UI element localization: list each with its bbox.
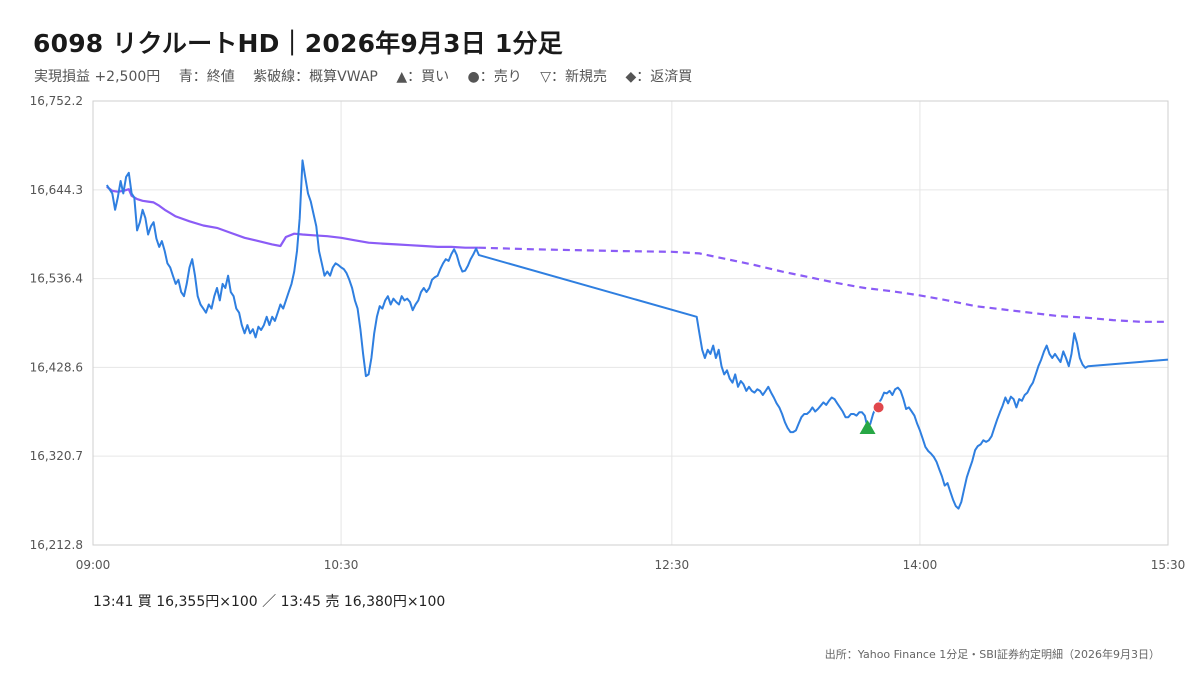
legend-close: 青：終値 bbox=[178, 69, 235, 85]
legend-sell: ●：売り bbox=[467, 69, 522, 85]
grid-lines bbox=[93, 101, 1168, 545]
marker-group bbox=[859, 401, 885, 434]
y-tick-label: 16,536.4 bbox=[30, 272, 83, 286]
y-tick-label: 16,428.6 bbox=[30, 360, 83, 374]
y-tick-label: 16,212.8 bbox=[30, 538, 83, 552]
y-axis: 16,212.8 16,320.7 16,428.6 16,536.4 16,644.3… bbox=[30, 94, 83, 552]
x-axis: 09:00 10:30 12:30 14:00 15:30 bbox=[76, 558, 1186, 572]
legend-buy: ▲：買い bbox=[396, 69, 450, 85]
legend-cover-buy: ◆：返済買 bbox=[625, 69, 693, 85]
legend-pnl: 実現損益 +2,500円 bbox=[34, 69, 161, 85]
y-tick-label: 16,752.2 bbox=[30, 94, 83, 108]
x-tick-label: 09:00 bbox=[76, 558, 111, 572]
chart-legend: 実現損益 +2,500円 青：終値 紫破線：概算VWAP ▲：買い ●：売り ▽… bbox=[34, 66, 706, 86]
vwap-line-dashed bbox=[478, 246, 1168, 323]
series-group bbox=[105, 159, 1169, 510]
legend-vwap: 紫破線：概算VWAP bbox=[253, 69, 378, 85]
chart-title: 6098 リクルートHD｜2026年9月3日 1分足 bbox=[33, 29, 563, 58]
x-tick-label: 12:30 bbox=[655, 558, 690, 572]
trade-summary: 13:41 買 16,355円×100 ／ 13:45 売 16,380円×10… bbox=[93, 594, 446, 610]
vwap-line-solid bbox=[106, 185, 479, 249]
x-tick-label: 10:30 bbox=[324, 558, 359, 572]
buy-marker bbox=[859, 419, 876, 434]
plot-frame bbox=[92, 100, 1169, 546]
sell-marker bbox=[872, 401, 885, 414]
legend-new-short: ▽：新規売 bbox=[540, 69, 607, 85]
x-tick-label: 14:00 bbox=[903, 558, 938, 572]
close-price-line bbox=[105, 159, 1169, 510]
y-tick-label: 16,644.3 bbox=[30, 183, 83, 197]
source-note: 出所：Yahoo Finance 1分足・SBI証券約定明細（2026年9月3日… bbox=[824, 648, 1160, 661]
x-tick-label: 15:30 bbox=[1151, 558, 1186, 572]
y-tick-label: 16,320.7 bbox=[30, 449, 83, 463]
